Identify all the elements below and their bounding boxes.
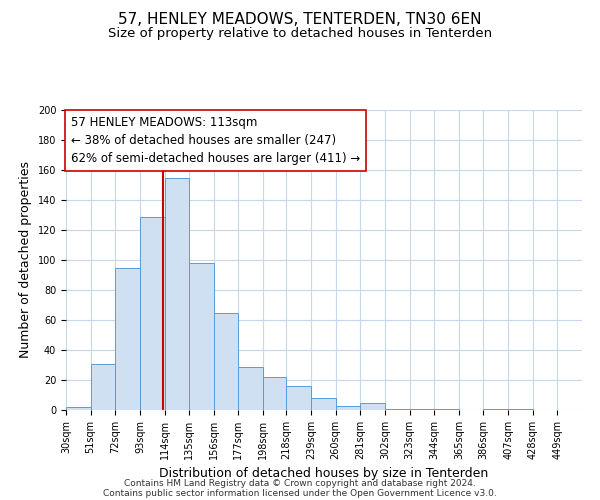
Bar	[115, 268, 140, 410]
Y-axis label: Number of detached properties: Number of detached properties	[19, 162, 32, 358]
Bar	[434, 408, 459, 410]
Text: Contains HM Land Registry data © Crown copyright and database right 2024.: Contains HM Land Registry data © Crown c…	[124, 478, 476, 488]
Bar	[336, 406, 361, 410]
Bar	[286, 386, 311, 410]
Bar	[164, 178, 189, 410]
Bar	[238, 366, 263, 410]
Bar	[508, 408, 533, 410]
Bar	[361, 402, 385, 410]
Bar	[410, 408, 434, 410]
Bar	[189, 263, 214, 410]
Bar	[91, 364, 115, 410]
Bar	[214, 312, 238, 410]
X-axis label: Distribution of detached houses by size in Tenterden: Distribution of detached houses by size …	[160, 468, 488, 480]
Bar	[66, 407, 91, 410]
Text: 57, HENLEY MEADOWS, TENTERDEN, TN30 6EN: 57, HENLEY MEADOWS, TENTERDEN, TN30 6EN	[118, 12, 482, 28]
Bar	[484, 408, 508, 410]
Text: Size of property relative to detached houses in Tenterden: Size of property relative to detached ho…	[108, 28, 492, 40]
Text: Contains public sector information licensed under the Open Government Licence v3: Contains public sector information licen…	[103, 488, 497, 498]
Text: 57 HENLEY MEADOWS: 113sqm
← 38% of detached houses are smaller (247)
62% of semi: 57 HENLEY MEADOWS: 113sqm ← 38% of detac…	[71, 116, 361, 165]
Bar	[311, 398, 336, 410]
Bar	[385, 408, 410, 410]
Bar	[140, 216, 164, 410]
Bar	[263, 377, 286, 410]
